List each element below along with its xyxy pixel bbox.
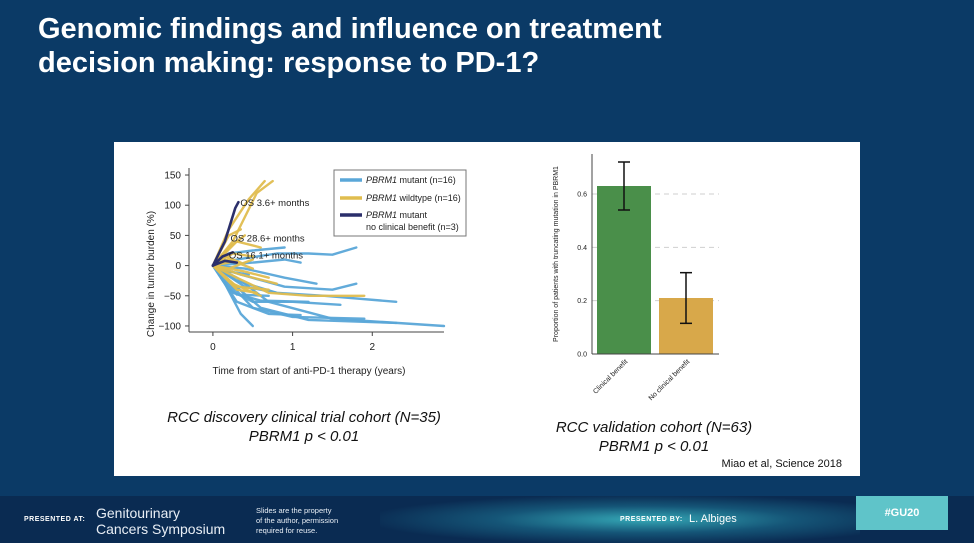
legend: PBRM1 mutant (n=16) PBRM1 wildtype (n=16… [333,169,467,237]
legend-label-no-benefit: PBRM1 mutant [366,210,428,220]
slide: Genomic findings and influence on treatm… [38,12,938,476]
series-line [211,258,302,267]
legend-label-mutant: PBRM1 mutant (n=16) [366,175,456,185]
left-caption-line-1: RCC discovery clinical trial cohort (N=3… [167,409,441,426]
right-y-tick-label: 0.6 [577,192,587,199]
left-x-tick-label: 1 [290,342,296,353]
series-line [211,200,240,267]
series-line [211,259,239,267]
validation-bar-chart: Proportion of patients with truncating m… [553,154,719,402]
right-caption-line-2: PBRM1 p < 0.01 [598,438,710,455]
bar [597,186,651,354]
legend-label-no-benefit-2: no clinical benefit (n=3) [366,222,459,232]
figure-panel: Change in tumor burden (%) 150 100 50 0 −50 −… [114,142,860,476]
presented-by-label: PRESENTED BY: [620,516,683,523]
note-line-2: of the author, permission [256,516,339,525]
right-y-tick-label: 0.0 [577,352,587,359]
series-line [211,264,366,298]
series-line [211,264,318,285]
series-line [211,264,278,285]
annotation-os-28-6: OS 28.6+ months [230,233,304,244]
copyright-note: Slides are the property of the author, p… [256,506,338,536]
left-caption-line-2: PBRM1 p < 0.01 [248,428,360,445]
symposium-line-1: Genitourinary [96,505,181,521]
left-x-tick-label: 2 [370,342,376,353]
series-line [211,258,255,270]
left-y-tick-label: 150 [164,171,181,182]
title-line-2: decision making: response to PD-1? [38,47,540,79]
right-y-axis-label: Proportion of patients with truncating m… [553,166,560,342]
series-line [211,251,235,267]
hashtag-badge: #GU20 [856,496,948,530]
note-line-1: Slides are the property [256,506,332,515]
left-y-tick-label: 100 [164,201,181,212]
right-y-tick-label: 0.4 [577,245,587,252]
left-x-axis-label: Time from start of anti-PD-1 therapy (ye… [212,366,405,377]
symposium-logo-text: Genitourinary Cancers Symposium [96,505,225,537]
left-y-axis-label: Change in tumor burden (%) [146,211,157,337]
left-caption: RCC discovery clinical trial cohort (N=3… [134,408,474,446]
citation: Miao et al, Science 2018 [721,458,842,470]
bar-category-label: No clinical benefit [648,358,692,402]
legend-label-wildtype: PBRM1 wildtype (n=16) [366,193,461,203]
bar-category-label: Clinical benefit [592,358,629,395]
series-line [211,264,270,291]
left-y-tick-label: −100 [158,321,181,332]
right-caption-line-1: RCC validation cohort (N=63) [555,419,753,436]
annotation-os-16-1: OS 16.1+ months [229,250,303,261]
title-line-1: Genomic findings and influence on treatm… [38,13,662,45]
footer-bar: PRESENTED AT: Genitourinary Cancers Symp… [0,496,974,543]
presented-at-label: PRESENTED AT: [24,516,86,523]
left-x-tick-label: 0 [210,342,216,353]
note-line-3: required for reuse. [256,526,318,535]
left-y-tick-label: 0 [175,261,181,272]
left-y-tick-label: −50 [164,291,181,302]
right-y-tick-label: 0.2 [577,298,587,305]
left-y-tick-label: 50 [170,231,182,242]
presenter-name: L. Albiges [689,513,737,525]
footer-decoration [380,496,860,543]
annotation-os-3-6: OS 3.6+ months [240,198,309,209]
right-caption: RCC validation cohort (N=63) PBRM1 p < 0… [514,418,794,456]
symposium-line-2: Cancers Symposium [96,521,226,537]
slide-title: Genomic findings and influence on treatm… [38,12,938,80]
tumor-burden-chart: Change in tumor burden (%) 150 100 50 0 −50 −… [146,168,467,377]
